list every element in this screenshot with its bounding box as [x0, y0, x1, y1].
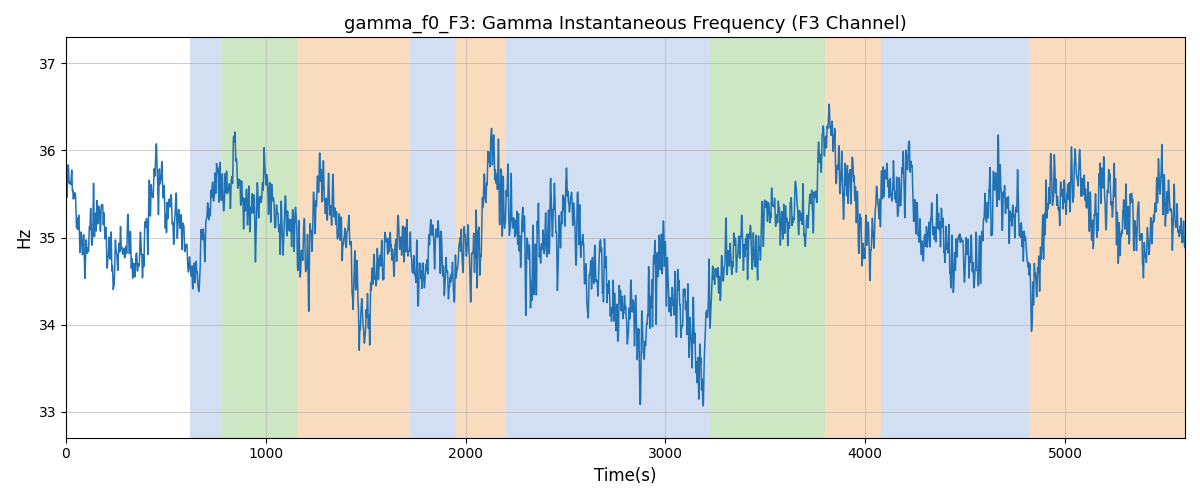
Bar: [222, 38, 298, 438]
Bar: [709, 38, 826, 438]
Bar: [826, 38, 881, 438]
Y-axis label: Hz: Hz: [16, 227, 34, 248]
Bar: [682, 38, 709, 438]
Title: gamma_f0_F3: Gamma Instantaneous Frequency (F3 Channel): gamma_f0_F3: Gamma Instantaneous Frequen…: [344, 15, 907, 34]
Bar: [505, 38, 682, 438]
Bar: [881, 38, 1030, 438]
Bar: [190, 38, 222, 438]
Bar: [298, 38, 409, 438]
Bar: [409, 38, 456, 438]
Bar: [1030, 38, 1186, 438]
X-axis label: Time(s): Time(s): [594, 467, 656, 485]
Bar: [456, 38, 505, 438]
